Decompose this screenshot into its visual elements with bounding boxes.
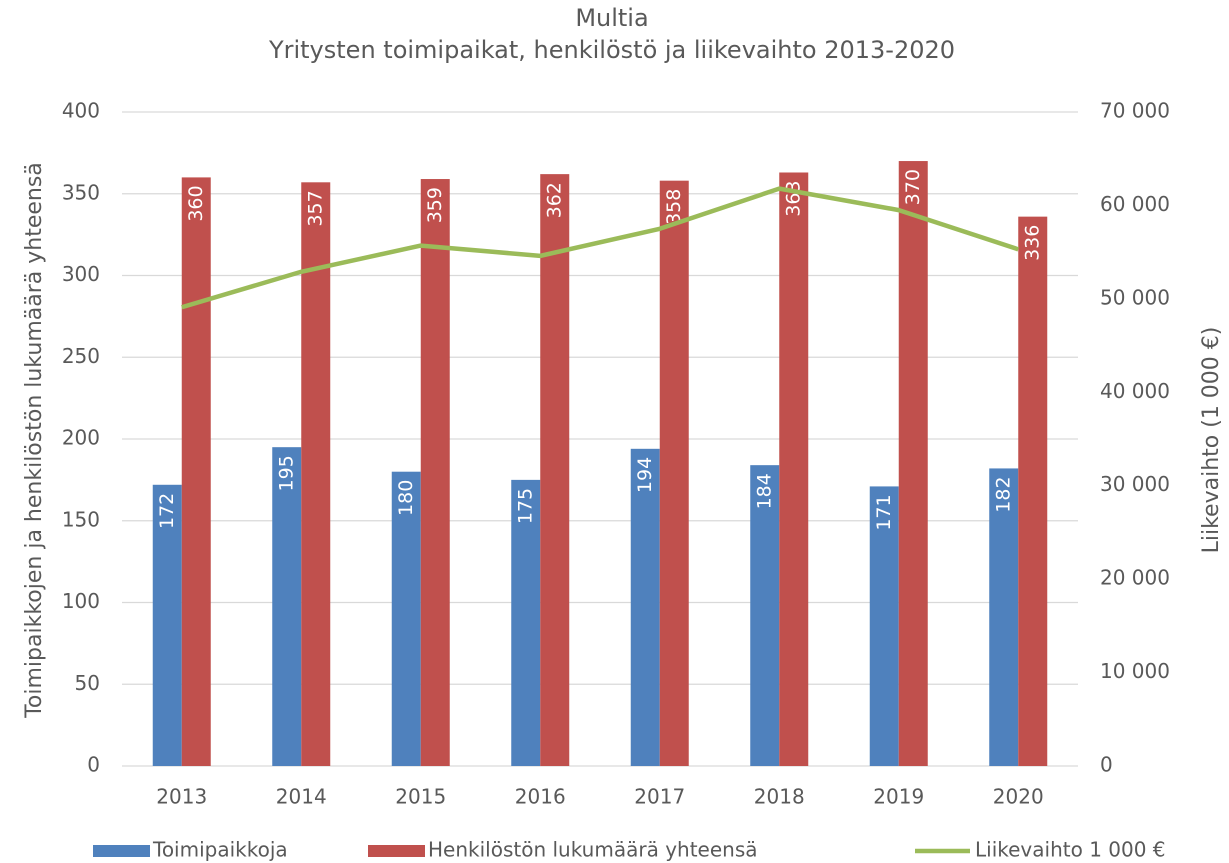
x-tick-label: 2017 bbox=[634, 785, 685, 809]
legend-label: Liikevaihto 1 000 € bbox=[975, 838, 1166, 862]
y-tick-label: 350 bbox=[62, 180, 100, 204]
data-label: 362 bbox=[543, 182, 565, 218]
bar bbox=[1018, 216, 1048, 766]
bar bbox=[779, 172, 809, 766]
x-tick-label: 2020 bbox=[993, 785, 1044, 809]
chart-subtitle: Yritysten toimipaikat, henkilöstö ja lii… bbox=[268, 36, 955, 64]
bar bbox=[630, 448, 660, 766]
data-label: 360 bbox=[185, 185, 207, 221]
data-label: 184 bbox=[753, 473, 775, 509]
y2-tick-label: 40 000 bbox=[1100, 379, 1170, 403]
y2-tick-label: 30 000 bbox=[1100, 472, 1170, 496]
data-label: 175 bbox=[514, 488, 536, 524]
data-label: 180 bbox=[395, 480, 417, 516]
x-tick-label: 2016 bbox=[515, 785, 566, 809]
legend-label: Henkilöstön lukumäärä yhteensä bbox=[428, 838, 758, 862]
data-label: 359 bbox=[424, 187, 446, 223]
y-tick-label: 250 bbox=[62, 344, 100, 368]
bar bbox=[989, 468, 1019, 766]
x-tick-label: 2014 bbox=[276, 785, 327, 809]
line bbox=[181, 186, 1019, 310]
y-tick-label: 100 bbox=[62, 589, 100, 613]
data-label: 171 bbox=[873, 494, 895, 530]
y2-tick-label: 50 000 bbox=[1100, 285, 1170, 309]
bar bbox=[540, 174, 570, 766]
bar bbox=[272, 447, 302, 766]
y-tick-label: 50 bbox=[75, 671, 100, 695]
legend-swatch bbox=[93, 845, 150, 857]
legend-swatch bbox=[368, 845, 425, 857]
y-tick-label: 150 bbox=[62, 507, 100, 531]
data-label: 172 bbox=[156, 493, 178, 529]
y-tick-label: 300 bbox=[62, 262, 100, 286]
y2-tick-label: 0 bbox=[1100, 753, 1113, 777]
x-tick-label: 2013 bbox=[156, 785, 207, 809]
data-label: 194 bbox=[634, 457, 656, 493]
y-tick-label: 400 bbox=[62, 99, 100, 123]
y2-axis-title: Liikevaihto (1 000 €) bbox=[1199, 327, 1224, 554]
x-tick-label: 2018 bbox=[754, 785, 805, 809]
bar bbox=[869, 486, 899, 766]
legend-label: Toimipaikkoja bbox=[152, 838, 288, 862]
bar bbox=[659, 180, 689, 767]
data-label: 182 bbox=[992, 476, 1014, 512]
bar bbox=[898, 161, 928, 767]
bar bbox=[181, 177, 211, 766]
y-tick-label: 0 bbox=[87, 753, 100, 777]
bar bbox=[301, 182, 331, 766]
y2-tick-label: 20 000 bbox=[1100, 566, 1170, 590]
x-tick-label: 2019 bbox=[873, 785, 924, 809]
data-label: 195 bbox=[275, 455, 297, 491]
y2-tick-label: 10 000 bbox=[1100, 659, 1170, 683]
bar bbox=[511, 479, 541, 766]
x-tick-label: 2015 bbox=[395, 785, 446, 809]
y2-tick-label: 70 000 bbox=[1100, 99, 1170, 123]
bar bbox=[152, 484, 182, 766]
bar bbox=[750, 465, 780, 766]
bar bbox=[391, 471, 421, 766]
data-label: 370 bbox=[902, 169, 924, 205]
bar bbox=[420, 179, 450, 766]
data-label: 336 bbox=[1021, 225, 1043, 261]
y2-tick-label: 60 000 bbox=[1100, 192, 1170, 216]
chart-title: Multia bbox=[575, 4, 648, 32]
data-label: 357 bbox=[304, 190, 326, 226]
data-label: 358 bbox=[663, 189, 685, 225]
y-tick-label: 200 bbox=[62, 426, 100, 450]
y-axis-title: Toimipaikkojen ja henkilöstön lukumäärä … bbox=[22, 162, 47, 719]
data-label: 363 bbox=[782, 180, 804, 216]
